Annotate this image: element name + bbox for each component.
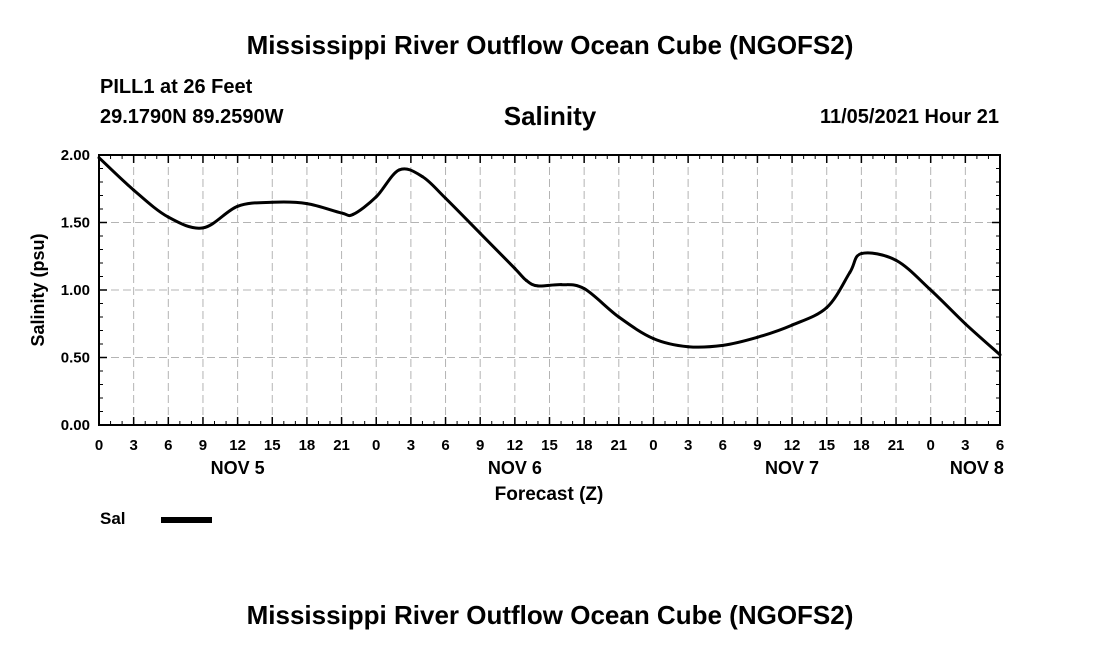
station-coordinates: 29.1790N 89.2590W: [100, 106, 284, 128]
data-point: [270, 200, 274, 204]
y-tick-label: 0.50: [61, 350, 90, 367]
data-point: [97, 156, 101, 160]
x-tick-label: 6: [996, 437, 1004, 454]
x-tick-label: 9: [476, 437, 484, 454]
plot-frame: [98, 154, 1001, 426]
legend-line-sal: [161, 517, 212, 523]
data-point: [721, 343, 725, 347]
data-point: [582, 287, 586, 291]
data-point: [652, 337, 655, 341]
data-point: [374, 195, 378, 199]
x-tick-label: 3: [129, 437, 137, 454]
x-tick-label: 9: [753, 437, 761, 454]
x-tick-label: 0: [95, 437, 103, 454]
x-tick-label: 6: [441, 437, 449, 454]
chart-title: Salinity: [503, 101, 597, 131]
data-point: [340, 211, 344, 215]
x-tick-label: 18: [299, 437, 316, 454]
y-tick-label: 2.00: [61, 147, 90, 164]
data-point: [686, 345, 690, 349]
day-label: NOV 8: [950, 458, 1004, 478]
data-point: [478, 231, 482, 235]
series-line-sal: [97, 156, 1002, 356]
data-point: [166, 215, 170, 219]
x-tick-label: 12: [784, 437, 801, 454]
data-point: [963, 322, 967, 326]
data-point: [848, 271, 852, 274]
data-point: [998, 353, 1002, 357]
x-tick-label: 0: [372, 437, 380, 454]
x-tick-label: 21: [333, 437, 350, 454]
x-tick-label: 15: [541, 437, 558, 454]
grid-lines: [99, 155, 1000, 425]
x-tick-label: 21: [610, 437, 627, 454]
footer-title: Mississippi River Outflow Ocean Cube (NG…: [246, 600, 854, 630]
x-tick-label: 12: [507, 437, 524, 454]
data-point: [617, 315, 621, 319]
station-name: PILL1 at 26 Feet: [100, 76, 253, 98]
main-title: Mississippi River Outflow Ocean Cube (NG…: [246, 30, 854, 60]
data-point: [420, 175, 424, 179]
day-label: NOV 5: [211, 458, 265, 478]
data-point: [894, 258, 898, 262]
data-point: [524, 279, 528, 282]
x-tick-label: 21: [888, 437, 905, 454]
data-point: [559, 283, 563, 287]
x-tick-label: 3: [407, 437, 415, 454]
forecast-date: 11/05/2021 Hour 21: [819, 106, 999, 128]
data-point: [825, 306, 829, 310]
x-tick-label: 18: [576, 437, 593, 454]
data-point: [201, 226, 205, 230]
x-tick-label: 15: [264, 437, 281, 454]
y-tick-label: 0.00: [61, 417, 90, 434]
y-tick-label: 1.00: [61, 282, 90, 299]
y-tick-label: 1.50: [61, 215, 90, 232]
data-point: [790, 323, 794, 327]
x-tick-label: 3: [961, 437, 969, 454]
data-point: [859, 252, 863, 256]
series-layer: [97, 156, 1002, 357]
data-point: [236, 204, 240, 208]
tick-labels: 0 3 6 9 12 15 18 21 0 3 6 9 12 15 18 21 0 3 6 9 12 15 18 21 0 3 6 0…: [61, 147, 1004, 478]
x-tick-label: 0: [649, 437, 657, 454]
x-tick-label: 3: [684, 437, 692, 454]
y-axis-label: Salinity (psu): [28, 233, 48, 346]
x-tick-label: 0: [927, 437, 935, 454]
data-point: [444, 196, 447, 200]
data-point: [755, 335, 759, 339]
x-tick-label: 6: [719, 437, 727, 454]
x-tick-label: 15: [818, 437, 835, 454]
data-point: [351, 212, 355, 216]
x-axis-label: Forecast (Z): [495, 484, 604, 505]
x-tick-label: 6: [164, 437, 172, 454]
data-point: [132, 188, 136, 192]
x-tick-label: 12: [229, 437, 246, 454]
x-tick-label: 18: [853, 437, 870, 454]
data-point: [305, 202, 309, 206]
legend-label: Sal: [100, 509, 126, 528]
day-label: NOV 7: [765, 458, 819, 478]
data-point: [536, 284, 540, 288]
x-tick-label: 9: [199, 437, 207, 454]
day-label: NOV 6: [488, 458, 542, 478]
data-point: [397, 168, 401, 172]
data-point: [929, 288, 933, 292]
data-point: [513, 266, 517, 270]
